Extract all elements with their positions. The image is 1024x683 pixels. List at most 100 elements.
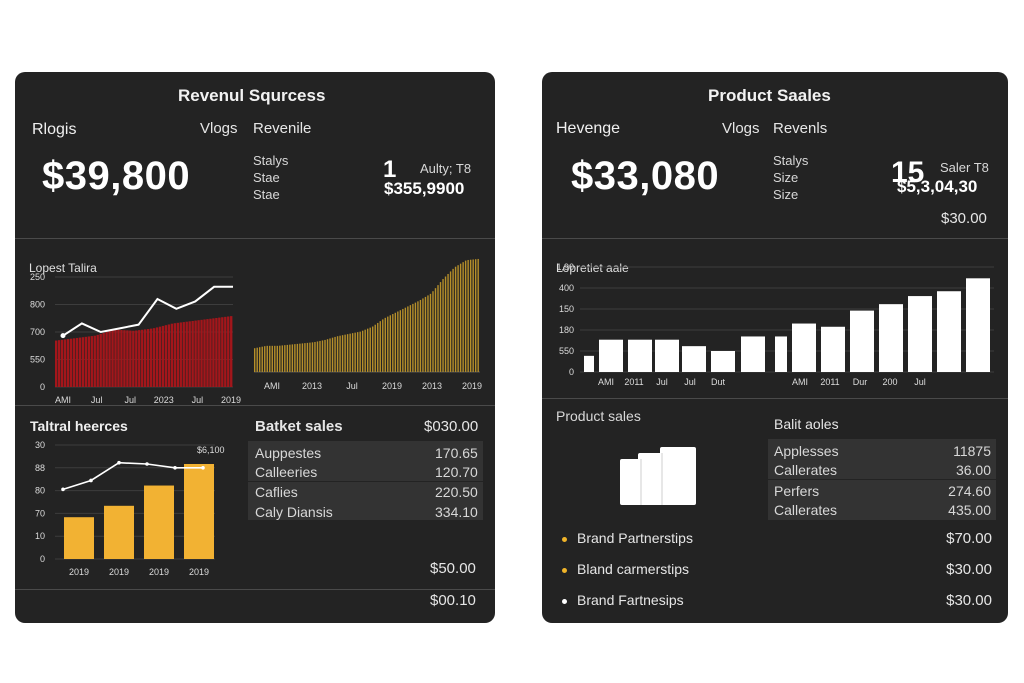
area-bar	[176, 322, 179, 387]
bar	[324, 339, 326, 372]
revenue-sources-card: Revenul Squrcess Rlogis Vlogs Revenile $…	[15, 72, 495, 623]
area-bar	[96, 334, 99, 387]
area-bar	[173, 323, 177, 387]
bar	[397, 311, 399, 372]
bar	[792, 323, 816, 372]
area-bar	[87, 336, 90, 387]
series-line	[62, 285, 233, 337]
area-bar	[55, 340, 58, 387]
bar	[296, 343, 299, 372]
bar	[299, 343, 301, 372]
bar	[467, 259, 469, 372]
bar	[584, 355, 594, 372]
bar	[339, 335, 341, 372]
area-bar	[75, 337, 79, 387]
kpi-label: Hevenge	[556, 120, 621, 137]
annotation-label: $6,100	[197, 445, 225, 455]
bar	[457, 265, 459, 372]
area-bar	[155, 327, 159, 387]
stat-item: Size	[773, 170, 799, 185]
bar	[424, 296, 427, 372]
y-tick-label: 150	[559, 304, 574, 314]
bar	[306, 342, 309, 372]
table-row-name: Caly Diansis	[255, 504, 333, 520]
divider	[15, 238, 495, 239]
bar	[682, 346, 706, 372]
bar	[454, 266, 457, 372]
bar	[419, 299, 422, 372]
y-tick-label: 0	[40, 554, 45, 564]
area-bar	[230, 316, 233, 387]
y-tick-label: 70	[35, 508, 45, 518]
list-item-label: Brand Fartnesips	[577, 592, 684, 608]
bar	[369, 327, 371, 372]
y-tick-label: 0	[569, 367, 574, 377]
bar	[775, 336, 787, 372]
area-bar	[152, 328, 156, 387]
bar	[326, 339, 329, 372]
divider	[542, 398, 1008, 399]
table-row-value: 220.50	[435, 484, 478, 500]
card-title: Product Saales	[708, 86, 831, 105]
area-bar	[57, 340, 61, 387]
footer-value: $00.10	[430, 592, 476, 609]
area-bar	[111, 330, 114, 387]
bar	[364, 329, 366, 372]
bar	[319, 340, 321, 372]
bar	[417, 301, 419, 372]
area-bar	[206, 319, 209, 387]
x-tick-label: 2019	[221, 395, 241, 405]
bar	[462, 262, 464, 372]
bar	[321, 340, 324, 372]
x-tick-label: 2019	[382, 381, 402, 391]
table-total: $030.00	[424, 418, 479, 435]
table-title: Balit aoles	[774, 416, 839, 432]
area-bar	[132, 330, 135, 387]
y-tick-label: 10	[35, 531, 45, 541]
bar	[394, 312, 397, 372]
bar	[311, 342, 314, 372]
bar	[427, 295, 429, 372]
x-tick-label: Jul	[346, 381, 358, 391]
bar	[404, 307, 407, 372]
gold-bar-chart: AMI 2013 Jul 2019 2013 2019	[254, 258, 482, 391]
table-band	[768, 439, 996, 479]
table-row-name: Perfers	[774, 483, 820, 499]
area-bar	[197, 320, 200, 387]
bar	[316, 341, 319, 372]
bar	[294, 344, 296, 372]
bar	[472, 259, 474, 372]
x-tick-label: Jul	[914, 377, 926, 387]
bar	[434, 288, 437, 372]
area-bar	[81, 337, 85, 387]
x-tick-label: Jul	[656, 377, 668, 387]
stat-item: Stalys	[253, 153, 289, 168]
bar	[344, 334, 346, 372]
y-tick-label: 180	[559, 325, 574, 335]
area-bar	[146, 328, 150, 387]
list-item-label: Bland carmerstips	[577, 561, 690, 577]
bar	[452, 268, 454, 372]
bar	[374, 324, 376, 372]
divider	[15, 589, 495, 590]
table-row-name: Calleeries	[255, 464, 318, 480]
area-bar	[138, 330, 141, 387]
bar	[437, 285, 439, 372]
bar	[599, 339, 623, 372]
chart-label: Lopest Talira	[29, 261, 97, 275]
area-bar	[194, 320, 197, 387]
bar	[469, 259, 472, 372]
kpi-label: Rlogis	[32, 121, 77, 138]
bar	[821, 326, 845, 372]
area-bar	[215, 317, 218, 387]
area-bar	[212, 318, 215, 387]
bar	[387, 316, 389, 372]
y-tick-label: 88	[35, 463, 45, 473]
area-bar	[203, 319, 206, 387]
bar	[281, 345, 284, 372]
bar	[309, 342, 311, 372]
bar	[291, 344, 294, 372]
bar	[269, 345, 271, 372]
column-header-vlogs: Vlogs	[200, 120, 238, 137]
bar	[966, 278, 990, 372]
